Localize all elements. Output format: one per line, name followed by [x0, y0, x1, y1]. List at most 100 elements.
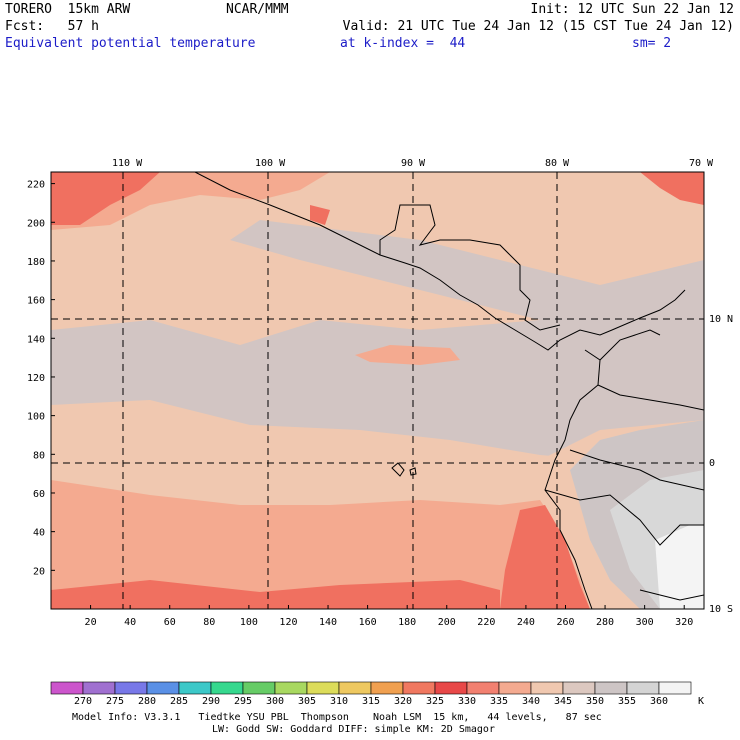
lat-label-10n: 10 N [709, 314, 733, 325]
x-grid-label: 180 [398, 617, 416, 628]
colorbar-label: 305 [298, 696, 316, 707]
colorbar-swatch [50, 681, 84, 695]
x-tick-marks [90, 605, 685, 609]
lon-label-80w: 80 W [545, 158, 570, 169]
model-title: TORERO 15km ARW [5, 2, 131, 17]
x-grid-label: 280 [596, 617, 614, 628]
lon-label-110w: 110 W [112, 158, 143, 169]
y-grid-label: 160 [27, 296, 45, 307]
lon-label-70w: 70 W [689, 158, 714, 169]
fill-360-plus-andes [655, 525, 704, 609]
field-name: Equivalent potential temperature [5, 36, 256, 51]
y-tick-marks [51, 183, 55, 571]
model-info-line2: LW: Godd SW: Goddard DIFF: simple KM: 2D… [212, 724, 495, 735]
colorbar-label: 315 [362, 696, 380, 707]
plot-frame [50, 171, 705, 610]
colorbar-swatch [242, 681, 276, 695]
graticule [51, 172, 704, 609]
x-grid-label: 100 [240, 617, 258, 628]
colorbar-swatch [178, 681, 212, 695]
colorbar-label: 280 [138, 696, 156, 707]
y-grid-labels: 220 200 180 160 140 120 100 80 60 40 20 [27, 180, 45, 578]
coastlines [194, 172, 704, 609]
fill-330-335-peru [500, 505, 590, 609]
valid-time: Valid: 21 UTC Tue 24 Jan 12 (15 CST Tue … [342, 19, 734, 34]
colorbar-label: 290 [202, 696, 220, 707]
x-grid-label: 260 [556, 617, 574, 628]
lat-label-0: 0 [709, 458, 715, 469]
theta-e-field [51, 172, 704, 609]
colorbar-label: 300 [266, 696, 284, 707]
colorbar: 270 275 280 285 290 295 300 305 310 315 320 325 330 3… [50, 681, 692, 707]
x-grid-label: 80 [203, 617, 215, 628]
colorbar-label: 350 [586, 696, 604, 707]
x-grid-label: 320 [675, 617, 693, 628]
colorbar-swatch [146, 681, 180, 695]
colorbar-swatch [306, 681, 340, 695]
colorbar-swatch [626, 681, 660, 695]
y-grid-label: 120 [27, 373, 45, 384]
fill-345-350-north [230, 220, 704, 320]
colorbar-label: 355 [618, 696, 636, 707]
fill-330-335-south [51, 580, 500, 609]
colorbar-label: 270 [74, 696, 92, 707]
lon-label-100w: 100 W [255, 158, 286, 169]
fill-330-335-nw [51, 172, 160, 225]
x-grid-label: 220 [477, 617, 495, 628]
x-grid-label: 200 [438, 617, 456, 628]
x-grid-label: 60 [164, 617, 176, 628]
colorbar-label: 345 [554, 696, 572, 707]
colorbar-swatch [466, 681, 500, 695]
colorbar-label: 340 [522, 696, 540, 707]
model-info-line1: Model Info: V3.3.1 Tiedtke YSU PBL Thomp… [72, 712, 602, 723]
y-grid-label: 140 [27, 334, 45, 345]
colorbar-swatch [594, 681, 628, 695]
y-grid-label: 200 [27, 218, 45, 229]
y-grid-label: 80 [33, 450, 45, 461]
colorbar-swatch [530, 681, 564, 695]
colorbar-label: 360 [650, 696, 668, 707]
colorbar-label: 330 [458, 696, 476, 707]
colorbar-label: 275 [106, 696, 124, 707]
x-grid-label: 300 [636, 617, 654, 628]
y-grid-label: 220 [27, 180, 45, 191]
colorbar-label: 310 [330, 696, 348, 707]
fill-340-345-south [51, 420, 704, 609]
lon-label-90w: 90 W [401, 158, 426, 169]
colorbar-swatch [82, 681, 116, 695]
colorbar-swatch [562, 681, 596, 695]
colorbar-label: 335 [490, 696, 508, 707]
level-label: at k-index = 44 [340, 36, 466, 51]
lat-label-10s: 10 S [709, 604, 733, 615]
fill-330-335-ne [640, 172, 704, 205]
colorbar-swatch [498, 681, 532, 695]
colorbar-swatch [274, 681, 308, 695]
colorbar-swatch [658, 681, 692, 695]
y-grid-label: 100 [27, 412, 45, 423]
colorbar-label: 325 [426, 696, 444, 707]
init-time: Init: 12 UTC Sun 22 Jan 12 [530, 2, 735, 17]
fill-335-340-center [355, 345, 460, 365]
x-grid-label: 120 [279, 617, 297, 628]
colorbar-swatch [370, 681, 404, 695]
x-grid-label: 240 [517, 617, 535, 628]
y-grid-label: 20 [33, 566, 45, 577]
x-grid-label: 40 [124, 617, 136, 628]
colorbar-label: 320 [394, 696, 412, 707]
y-grid-label: 40 [33, 528, 45, 539]
y-grid-label: 180 [27, 257, 45, 268]
colorbar-swatch [402, 681, 436, 695]
org-label: NCAR/MMM [226, 2, 289, 17]
colorbar-label: 285 [170, 696, 188, 707]
smoothing-label: sm= 2 [632, 36, 672, 51]
x-grid-labels: 20 40 60 80 100 120 140 160 180 200 220 240 260 280 30… [85, 617, 694, 628]
fill-345-350-band [51, 290, 704, 470]
x-grid-label: 140 [319, 617, 337, 628]
x-grid-label: 160 [359, 617, 377, 628]
colorbar-swatch [338, 681, 372, 695]
fill-330-335-mex [310, 205, 330, 225]
colorbar-label: 295 [234, 696, 252, 707]
forecast-hour: Fcst: 57 h [5, 19, 99, 34]
y-grid-label: 60 [33, 489, 45, 500]
